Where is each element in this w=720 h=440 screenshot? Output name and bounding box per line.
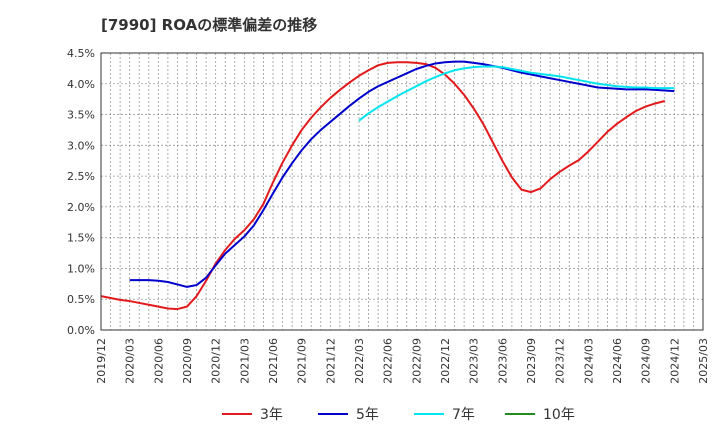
x-tick-label: 2020/03 (124, 338, 137, 384)
y-tick-label: 0.5% (67, 293, 95, 306)
x-axis-ticks: 2019/12 2020/03 2020/06 2020/09 2020/12 2021/… (95, 338, 710, 384)
x-tick-label: 2020/09 (181, 338, 194, 384)
x-tick-label: 2019/12 (95, 338, 108, 384)
x-tick-label: 2022/06 (382, 338, 395, 384)
y-tick-label: 1.5% (67, 232, 95, 245)
grid-lines (101, 53, 703, 330)
series-line-5年 (129, 60, 675, 288)
y-tick-label: 3.5% (67, 109, 95, 122)
y-tick-label: 2.0% (67, 201, 95, 214)
series-line-3年 (100, 61, 666, 311)
x-tick-label: 2022/12 (439, 338, 452, 384)
x-tick-label: 2020/12 (210, 338, 223, 384)
x-tick-label: 2020/06 (152, 338, 165, 384)
x-tick-label: 2024/06 (611, 338, 624, 384)
y-axis-ticks: 0.0% 0.5% 1.0% 1.5% 2.0% 2.5% 3.0% 3.5% 4.0% 4.5% (67, 47, 95, 337)
chart-title: [7990] ROAの標準偏差の推移 (101, 16, 317, 34)
x-tick-label: 2024/03 (582, 338, 595, 384)
x-tick-label: 2021/06 (267, 338, 280, 384)
legend-label-10年: 10年 (543, 407, 575, 423)
x-tick-label: 2024/12 (668, 338, 681, 384)
x-tick-label: 2021/12 (324, 338, 337, 384)
legend-label-5年: 5年 (356, 407, 379, 423)
y-tick-label: 3.0% (67, 139, 95, 152)
legend: 3年 5年 7年 10年 (222, 407, 575, 423)
plot-area (101, 53, 703, 330)
y-tick-label: 0.0% (67, 324, 95, 337)
y-tick-label: 4.5% (67, 47, 95, 60)
x-tick-label: 2022/09 (410, 338, 423, 384)
x-tick-label: 2023/12 (554, 338, 567, 384)
x-tick-label: 2021/09 (296, 338, 309, 384)
legend-label-3年: 3年 (260, 407, 283, 423)
x-tick-label: 2023/09 (525, 338, 538, 384)
y-tick-label: 1.0% (67, 262, 95, 275)
x-tick-label: 2025/03 (697, 338, 710, 384)
y-tick-label: 4.0% (67, 78, 95, 91)
legend-label-7年: 7年 (452, 407, 475, 423)
x-tick-label: 2023/06 (496, 338, 509, 384)
plot-frame (100, 52, 704, 331)
x-tick-label: 2021/03 (238, 338, 251, 384)
y-tick-label: 2.5% (67, 170, 95, 183)
series-line-7年 (358, 65, 675, 122)
x-tick-label: 2023/03 (468, 338, 481, 384)
series-lines (100, 60, 675, 311)
x-tick-label: 2022/03 (353, 338, 366, 384)
x-tick-label: 2024/09 (640, 338, 653, 384)
